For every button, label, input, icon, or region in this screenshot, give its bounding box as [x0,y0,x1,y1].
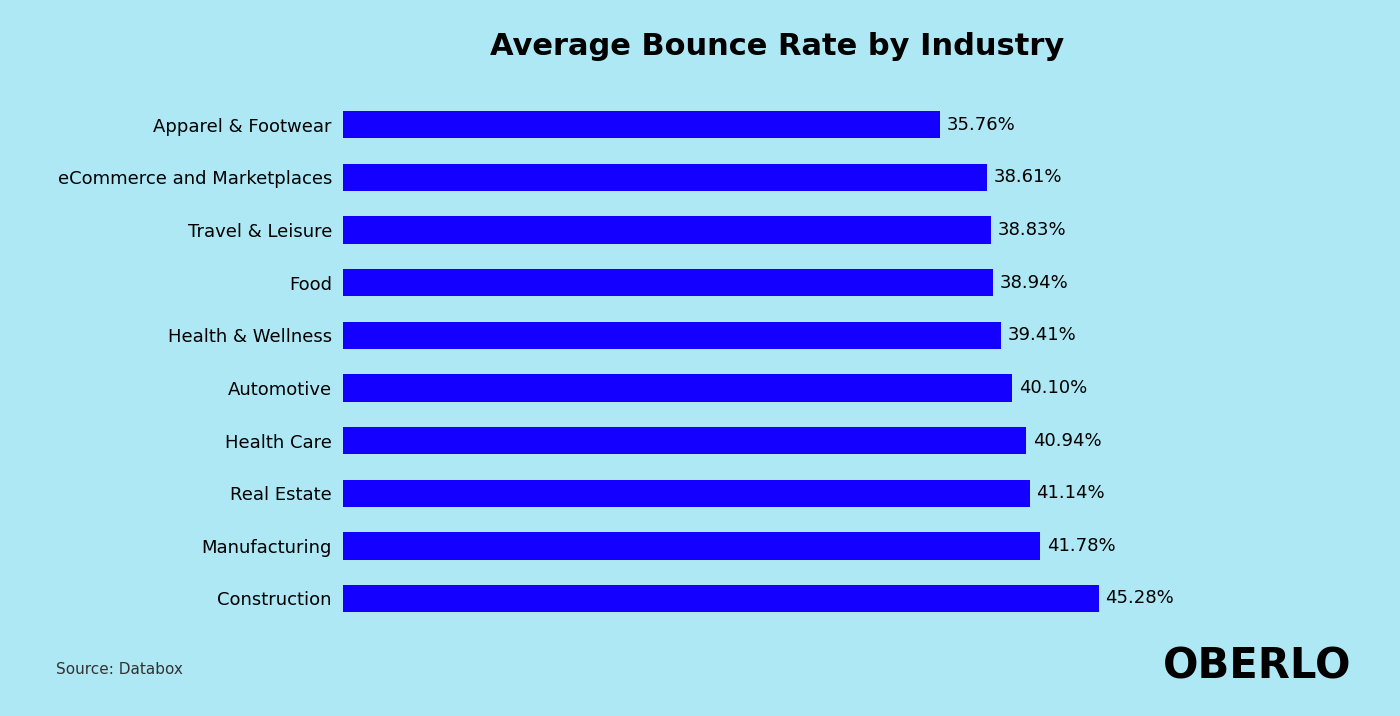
Bar [343,585,1099,612]
Text: 41.78%: 41.78% [1047,537,1116,555]
Bar [343,480,1030,507]
Bar [343,374,1012,402]
Bar [343,216,991,243]
Bar [343,269,993,296]
Text: 40.94%: 40.94% [1033,432,1102,450]
Text: 45.28%: 45.28% [1106,589,1175,607]
Text: 39.41%: 39.41% [1008,326,1077,344]
Bar [343,111,939,138]
Title: Average Bounce Rate by Industry: Average Bounce Rate by Industry [490,32,1064,62]
Text: 38.83%: 38.83% [998,221,1067,239]
Text: 35.76%: 35.76% [946,116,1015,134]
Text: Source: Databox: Source: Databox [56,662,183,677]
Text: OBERLO: OBERLO [1162,645,1351,687]
Bar [343,427,1026,454]
Bar [343,164,987,191]
Bar [343,321,1001,349]
Text: 41.14%: 41.14% [1036,484,1105,502]
Text: 40.10%: 40.10% [1019,379,1088,397]
Text: 38.94%: 38.94% [1000,274,1068,291]
Bar [343,532,1040,559]
Text: 38.61%: 38.61% [994,168,1063,186]
